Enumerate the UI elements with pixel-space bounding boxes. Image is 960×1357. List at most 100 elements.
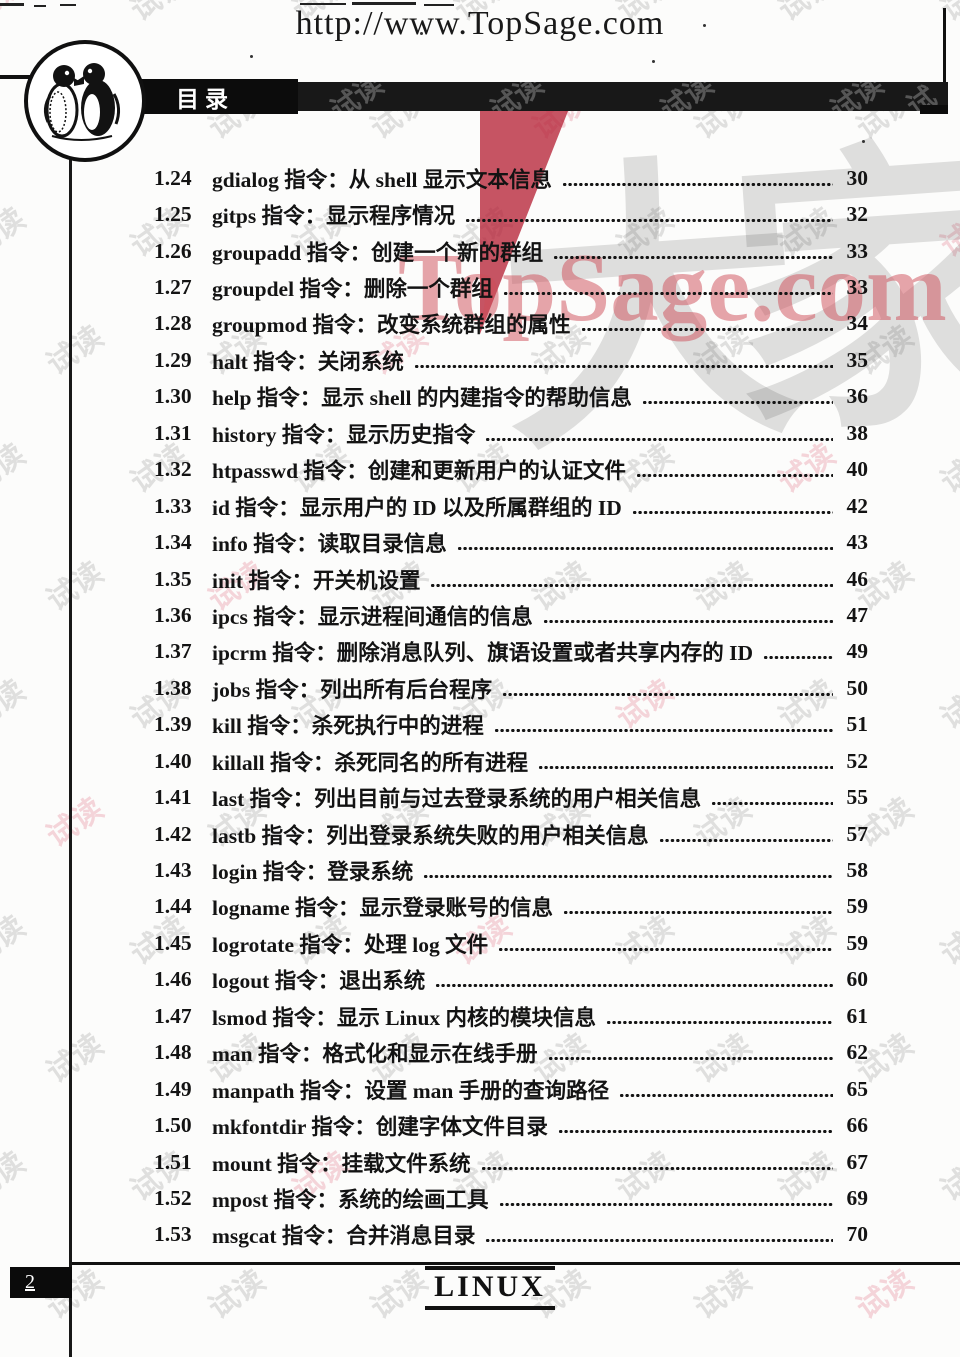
toc-entry: 1.26 groupadd 指令：创建一个新的群组 33 [154, 233, 868, 269]
toc-entry: 1.50 mkfontdir 指令：创建字体文件目录 66 [154, 1107, 868, 1143]
toc-entry-number: 1.47 [154, 1003, 192, 1028]
dot-leader [480, 1165, 833, 1171]
toc-entry-number: 1.52 [154, 1185, 192, 1210]
toc-entry-number: 1.41 [154, 785, 192, 810]
toc-entry-title: history 指令：显示历史指令 [212, 422, 476, 447]
topsage-watermark: TopSage.com [398, 234, 947, 341]
toc-entry-page: 34 [846, 311, 869, 336]
toc-entry-number: 1.37 [154, 639, 192, 664]
toc-entry-number: 1.44 [154, 894, 192, 919]
toc-entry-title: gdialog 指令：从 shell 显示文本信息 [212, 167, 552, 192]
dot-leader [502, 691, 833, 697]
toc-entry-number: 1.48 [154, 1040, 192, 1065]
toc-entry-page: 32 [846, 202, 869, 227]
toc-entry-number: 1.32 [154, 457, 192, 482]
penguins-drawing [43, 63, 121, 141]
trial-watermark: 试读 [325, 82, 389, 111]
toc-entry-number: 1.28 [154, 311, 192, 336]
toc-entry-number: 1.36 [154, 602, 192, 627]
toc-entry-page: 36 [846, 384, 869, 409]
trial-watermark: 试读 [202, 1264, 272, 1326]
toc-entry-page: 47 [846, 602, 869, 627]
dot-leader [465, 218, 833, 224]
dot-leader [631, 509, 833, 515]
toc-entry-number: 1.42 [154, 821, 192, 846]
dot-leader [561, 181, 833, 187]
toc-entry-title: mpost 指令：系统的绘画工具 [212, 1187, 489, 1212]
toc-entry-title: mkfontdir 指令：创建字体文件目录 [212, 1115, 548, 1140]
dot-leader [498, 946, 833, 952]
toc-entry-title: help 指令：显示 shell 的内建指令的帮助信息 [212, 386, 632, 411]
toc-entry-number: 1.50 [154, 1113, 192, 1138]
toc-entry-title: info 指令：读取目录信息 [212, 532, 447, 557]
toc-entry-title: lastb 指令：列出登录系统失败的用户相关信息 [212, 823, 649, 848]
trial-watermark: 试读 [40, 556, 110, 618]
scan-mark [60, 4, 76, 6]
toc-entry-title: man 指令：格式化和显示在线手册 [212, 1042, 538, 1067]
toc-entry: 1.51 mount 指令：挂载文件系统 67 [154, 1144, 868, 1180]
trial-watermark: 试读 [934, 674, 960, 736]
toc-entry-title: msgcat 指令：合并消息目录 [212, 1224, 476, 1249]
left-vertical-rule [69, 150, 72, 1357]
dot-leader [619, 1092, 833, 1098]
toc-entry-number: 1.40 [154, 748, 192, 773]
toc-entry: 1.36 ipcs 指令：显示进程间通信的信息 47 [154, 597, 868, 633]
toc-entry: 1.28 groupmod 指令：改变系统群组的属性 34 [154, 306, 868, 342]
toc-entry-number: 1.30 [154, 384, 192, 409]
toc-entry-title: logrotate 指令：处理 log 文件 [212, 932, 489, 957]
dot-leader [456, 546, 833, 552]
toc-entry-title: groupmod 指令：改变系统群组的属性 [212, 313, 571, 338]
dot-leader [557, 1129, 833, 1135]
toc-entry-page: 43 [846, 530, 869, 555]
dot-leader [563, 910, 833, 916]
toc-entry-number: 1.34 [154, 530, 192, 555]
dot-leader [502, 291, 833, 297]
dot-leader [498, 1201, 833, 1207]
page-number: 2 [25, 1271, 35, 1293]
toc-entry: 1.37 ipcrm 指令：删除消息队列、旗语设置或者共享内存的 ID 49 [154, 634, 868, 670]
toc-entry: 1.35 init 指令：开关机设置 46 [154, 561, 868, 597]
toc-entry-page: 60 [846, 967, 869, 992]
dot-leader [711, 801, 833, 807]
toc-entry-page: 67 [846, 1149, 869, 1174]
dot-leader [435, 983, 833, 989]
toc-entry-title: id 指令：显示用户的 ID 以及所属群组的 ID [212, 495, 622, 520]
toc-entry: 1.33 id 指令：显示用户的 ID 以及所属群组的 ID 42 [154, 488, 868, 524]
toc-entry: 1.25 gitps 指令：显示程序情况 32 [154, 196, 868, 232]
dot-leader [763, 655, 833, 661]
trial-watermark: 试读 [850, 1264, 920, 1326]
trial-watermark: 试读 [40, 320, 110, 382]
toc-entry-number: 1.39 [154, 712, 192, 737]
toc-entry-page: 52 [846, 748, 869, 773]
dot-leader [641, 400, 833, 406]
toc-entry-title: mount 指令：挂载文件系统 [212, 1151, 471, 1176]
dot-leader [537, 764, 833, 770]
table-of-contents: 1.24 gdialog 指令：从 shell 显示文本信息 30 1.25 g… [154, 160, 868, 1253]
toc-entry-title: gitps 指令：显示程序情况 [212, 204, 456, 229]
toc-entry-title: killall 指令：杀死同名的所有进程 [212, 750, 528, 775]
section-bar-extension: 试读 试读 试读 试读 试读 [298, 82, 948, 111]
dot-leader [606, 1019, 833, 1025]
dot-leader [413, 363, 833, 369]
toc-entry-page: 35 [846, 347, 869, 372]
toc-entry-page: 50 [846, 675, 869, 700]
dot-leader [553, 254, 833, 260]
toc-entry: 1.27 groupdel 指令：删除一个群组 33 [154, 269, 868, 305]
toc-entry-title: jobs 指令：列出所有后台程序 [212, 677, 493, 702]
trial-watermark: 试读 [0, 674, 32, 736]
toc-entry-number: 1.24 [154, 165, 192, 190]
toc-entry: 1.46 logout 指令：退出系统 60 [154, 962, 868, 998]
toc-entry: 1.40 killall 指令：杀死同名的所有进程 52 [154, 743, 868, 779]
trial-watermark: 试读 [825, 82, 889, 111]
scan-speck [703, 24, 706, 27]
trial-watermark: 试读 [934, 910, 960, 972]
left-rule-stub [0, 75, 30, 79]
toc-entry: 1.30 help 指令：显示 shell 的内建指令的帮助信息 36 [154, 379, 868, 415]
toc-entry-title: kill 指令：杀死执行中的进程 [212, 714, 484, 739]
toc-entry-number: 1.49 [154, 1076, 192, 1101]
dot-leader [493, 728, 833, 734]
scan-mark [0, 3, 24, 6]
toc-entry-number: 1.46 [154, 967, 192, 992]
toc-entry-page: 59 [846, 930, 869, 955]
